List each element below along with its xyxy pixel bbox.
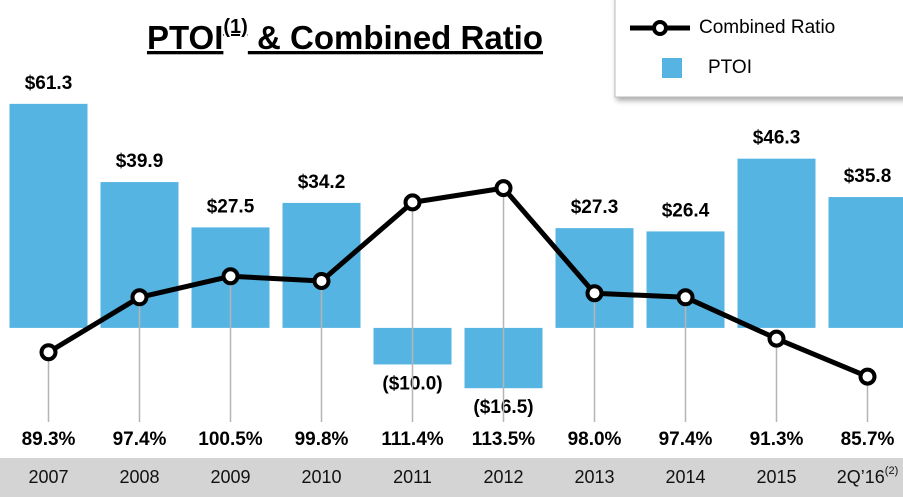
category-text: 2007: [28, 467, 68, 487]
data-label: 85.7%: [841, 429, 895, 450]
bar: [737, 158, 816, 328]
data-label: $26.4: [662, 200, 710, 221]
data-label: $27.3: [571, 197, 619, 218]
data-label: $35.8: [844, 166, 892, 187]
data-label: 89.3%: [22, 429, 76, 450]
legend-marker: [652, 20, 668, 36]
line-marker: [585, 284, 604, 303]
line-marker: [858, 367, 877, 386]
x-tick-label: 2015: [756, 467, 796, 487]
x-tick-label: 2007: [28, 467, 68, 487]
chart-title: PTOI(1) & Combined Ratio: [147, 16, 543, 55]
line-marker: [221, 267, 240, 286]
x-tick-label: 2009: [210, 467, 250, 487]
title-text: & Combined Ratio: [248, 19, 543, 56]
line-marker: [403, 193, 422, 212]
line-marker: [312, 272, 331, 291]
bar: [828, 197, 903, 328]
line-marker: [130, 288, 149, 307]
category-text: 2012: [483, 467, 523, 487]
legend-label: Combined Ratio: [699, 17, 835, 38]
data-label: 100.5%: [198, 429, 263, 450]
data-label: $39.9: [116, 151, 164, 172]
x-tick-label: 2011: [393, 467, 432, 487]
data-label: $46.3: [753, 128, 801, 149]
x-tick-label: 2012: [483, 467, 523, 487]
data-label: 111.4%: [381, 429, 443, 450]
category-text: 2008: [119, 467, 159, 487]
data-label: $27.5: [207, 196, 255, 217]
line-marker: [494, 179, 513, 198]
data-label: 97.4%: [659, 429, 713, 450]
x-tick-label: 2Q’16(2): [837, 465, 899, 487]
category-text: 2010: [301, 467, 341, 487]
category-text: 2009: [210, 467, 250, 487]
category-text: 2015: [756, 467, 796, 487]
category-text: 2013: [574, 467, 614, 487]
data-label: 99.8%: [295, 429, 349, 450]
category-superscript: (2): [885, 465, 898, 477]
line-marker: [39, 343, 58, 362]
data-label: 98.0%: [568, 429, 622, 450]
line-marker: [676, 288, 695, 307]
data-label: 97.4%: [113, 429, 167, 450]
legend-label: PTOI: [708, 57, 752, 78]
title-text: PTOI: [147, 19, 223, 56]
category-text: 2011: [393, 467, 432, 487]
category-text: 2014: [665, 467, 705, 487]
x-tick-label: 2014: [665, 467, 705, 487]
title-superscript: (1): [223, 16, 247, 38]
x-tick-label: 2008: [119, 467, 159, 487]
bar: [9, 103, 88, 328]
data-label: 91.3%: [750, 429, 804, 450]
category-strip: [0, 458, 903, 497]
data-label: 113.5%: [472, 429, 535, 450]
data-label: $61.3: [25, 73, 73, 94]
category-text: 2Q’16: [837, 467, 885, 487]
data-label: $34.2: [298, 172, 346, 193]
line: [47, 185, 869, 379]
x-tick-label: 2010: [301, 467, 341, 487]
x-tick-label: 2013: [574, 467, 614, 487]
line-marker: [767, 329, 786, 348]
legend-box: [614, 0, 903, 98]
legend-swatch: [662, 58, 682, 78]
